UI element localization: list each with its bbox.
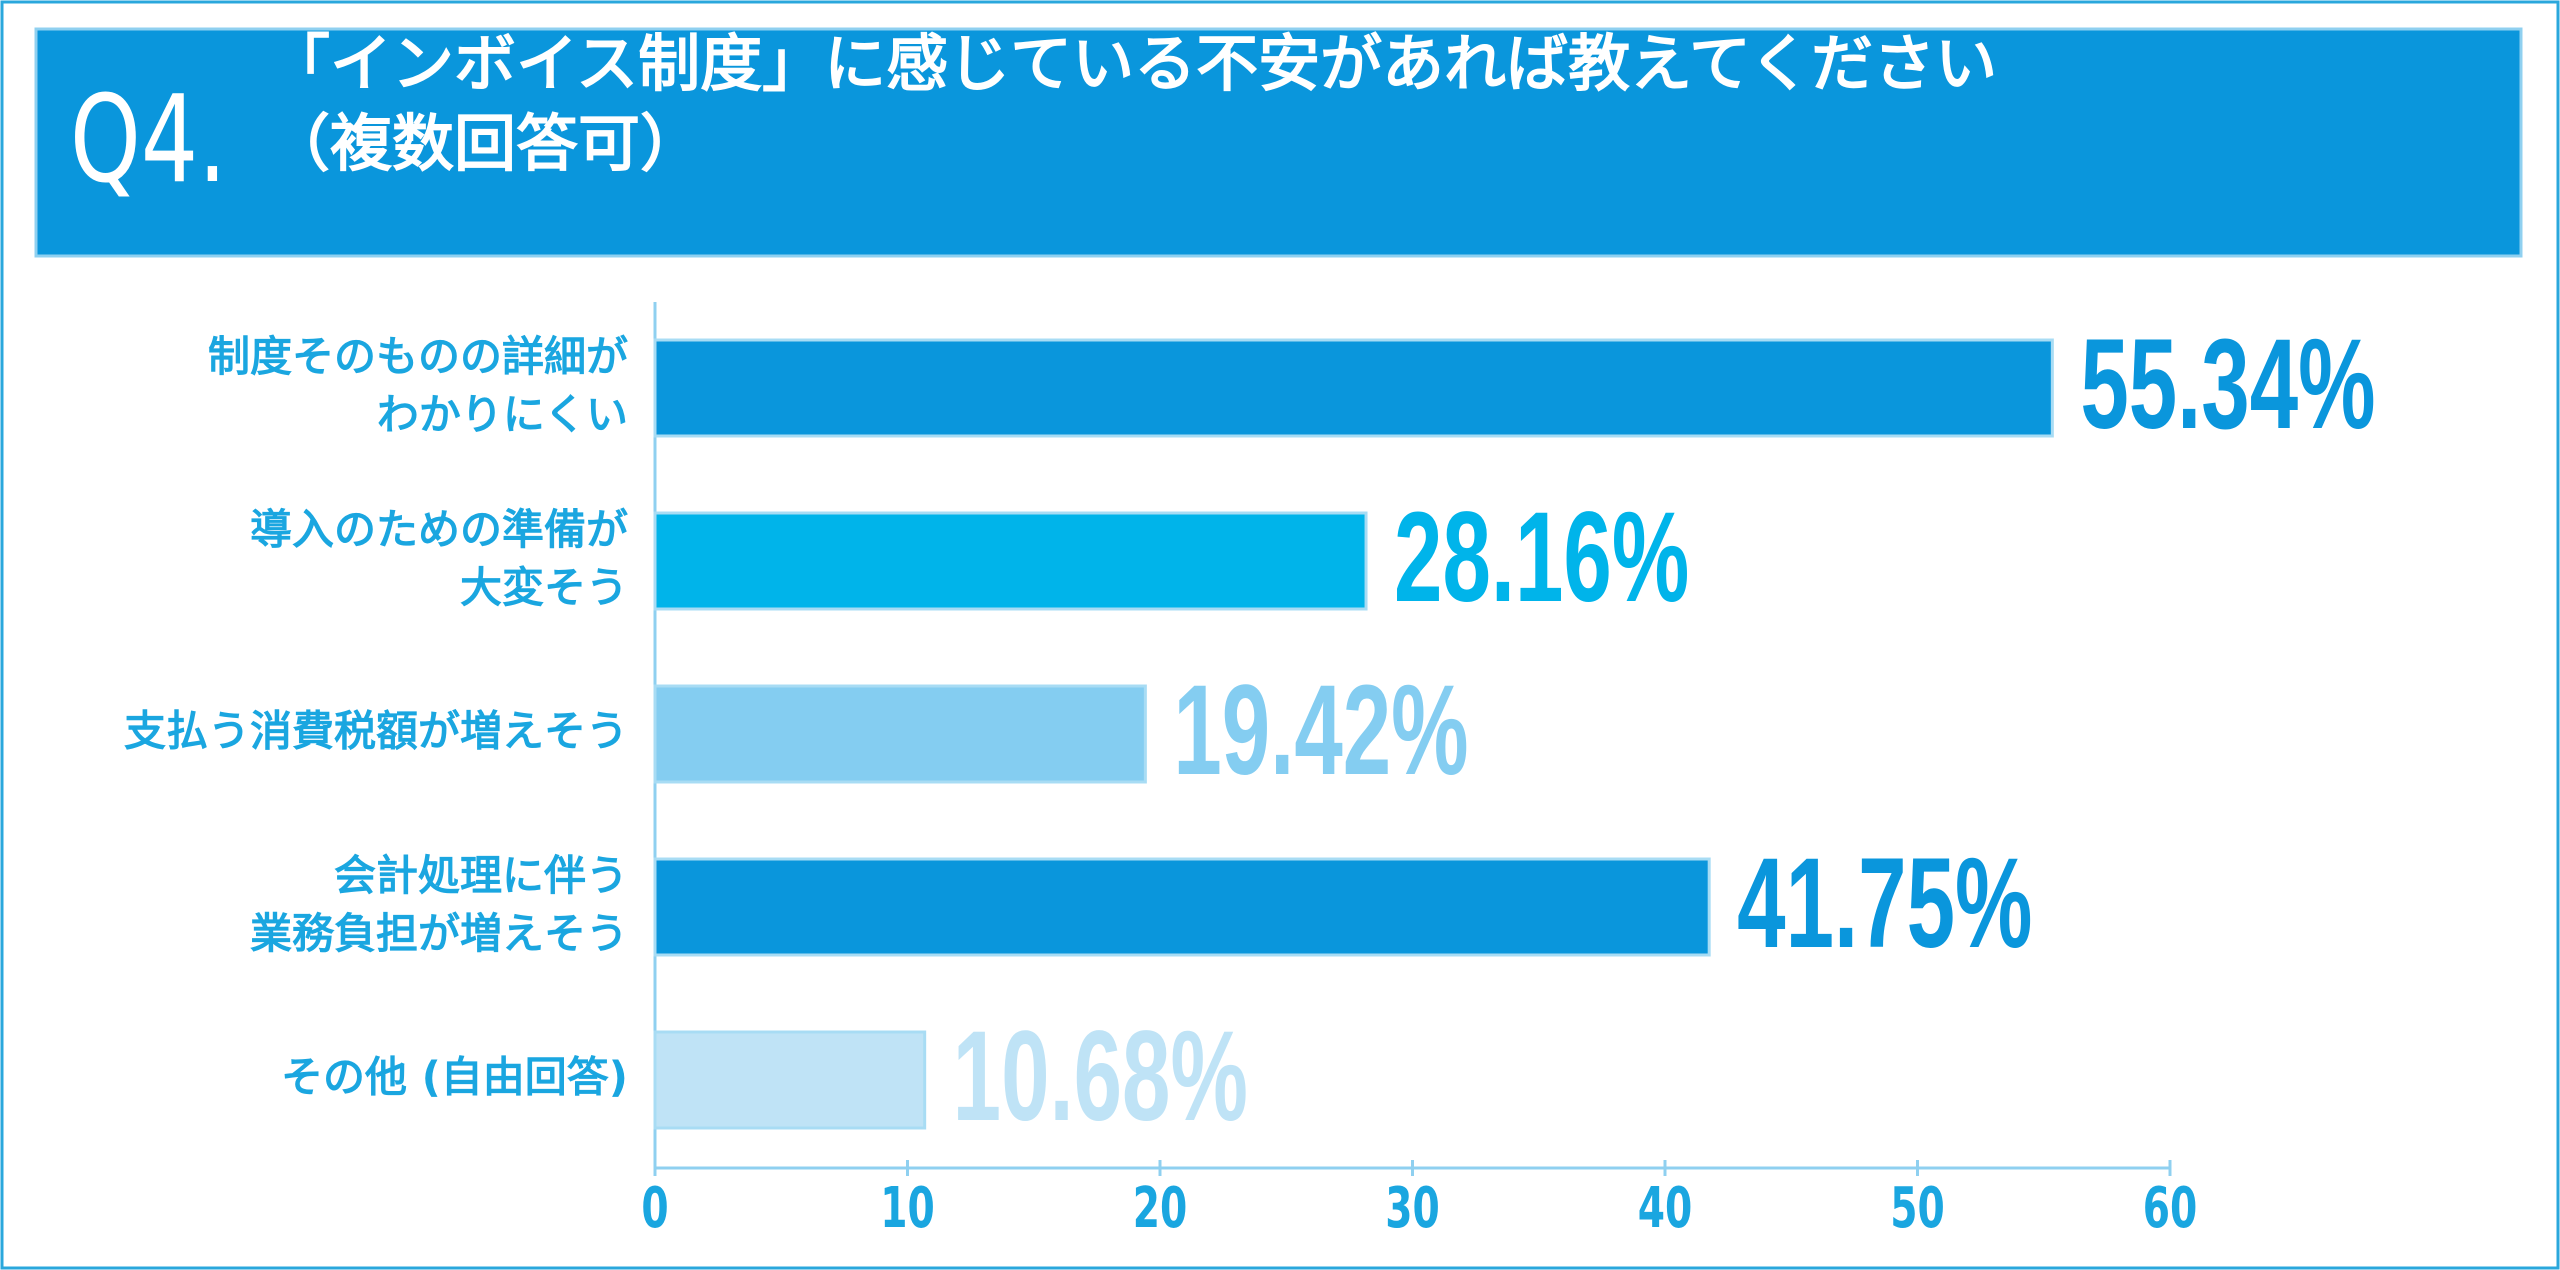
header-box bbox=[34, 27, 2523, 258]
question-number: Q4. bbox=[70, 71, 227, 210]
category-label: 制度そのものの詳細がわかりにくい bbox=[208, 332, 628, 439]
x-tick-label: 30 bbox=[1385, 1176, 1440, 1241]
value-label: 10.68% bbox=[953, 1005, 1248, 1148]
x-tick-label: 50 bbox=[1890, 1176, 1945, 1241]
category-label: その他 (自由回答) bbox=[281, 1053, 628, 1102]
bar bbox=[653, 1030, 927, 1130]
category-label: 会計処理に伴う業務負担が増えそう bbox=[250, 851, 628, 958]
x-tick-label: 20 bbox=[1133, 1176, 1188, 1241]
bar bbox=[653, 857, 1711, 957]
chart-title: 「インボイス制度」に感じている不安があれば教えてください（複数回答可） bbox=[268, 27, 1997, 180]
bar bbox=[653, 338, 2054, 438]
bar bbox=[653, 684, 1147, 784]
value-label: 55.34% bbox=[2080, 313, 2375, 456]
value-label: 28.16% bbox=[1394, 486, 1689, 629]
x-tick-label: 40 bbox=[1638, 1176, 1693, 1241]
x-tick-label: 0 bbox=[641, 1176, 668, 1241]
x-tick-label: 60 bbox=[2143, 1176, 2198, 1241]
category-label: 導入のための準備が大変そう bbox=[250, 505, 628, 612]
value-label: 19.42% bbox=[1173, 659, 1468, 802]
bar bbox=[653, 511, 1368, 611]
value-label: 41.75% bbox=[1737, 832, 2032, 975]
x-tick-label: 10 bbox=[880, 1176, 935, 1241]
category-label: 支払う消費税額が増えそう bbox=[124, 707, 628, 756]
